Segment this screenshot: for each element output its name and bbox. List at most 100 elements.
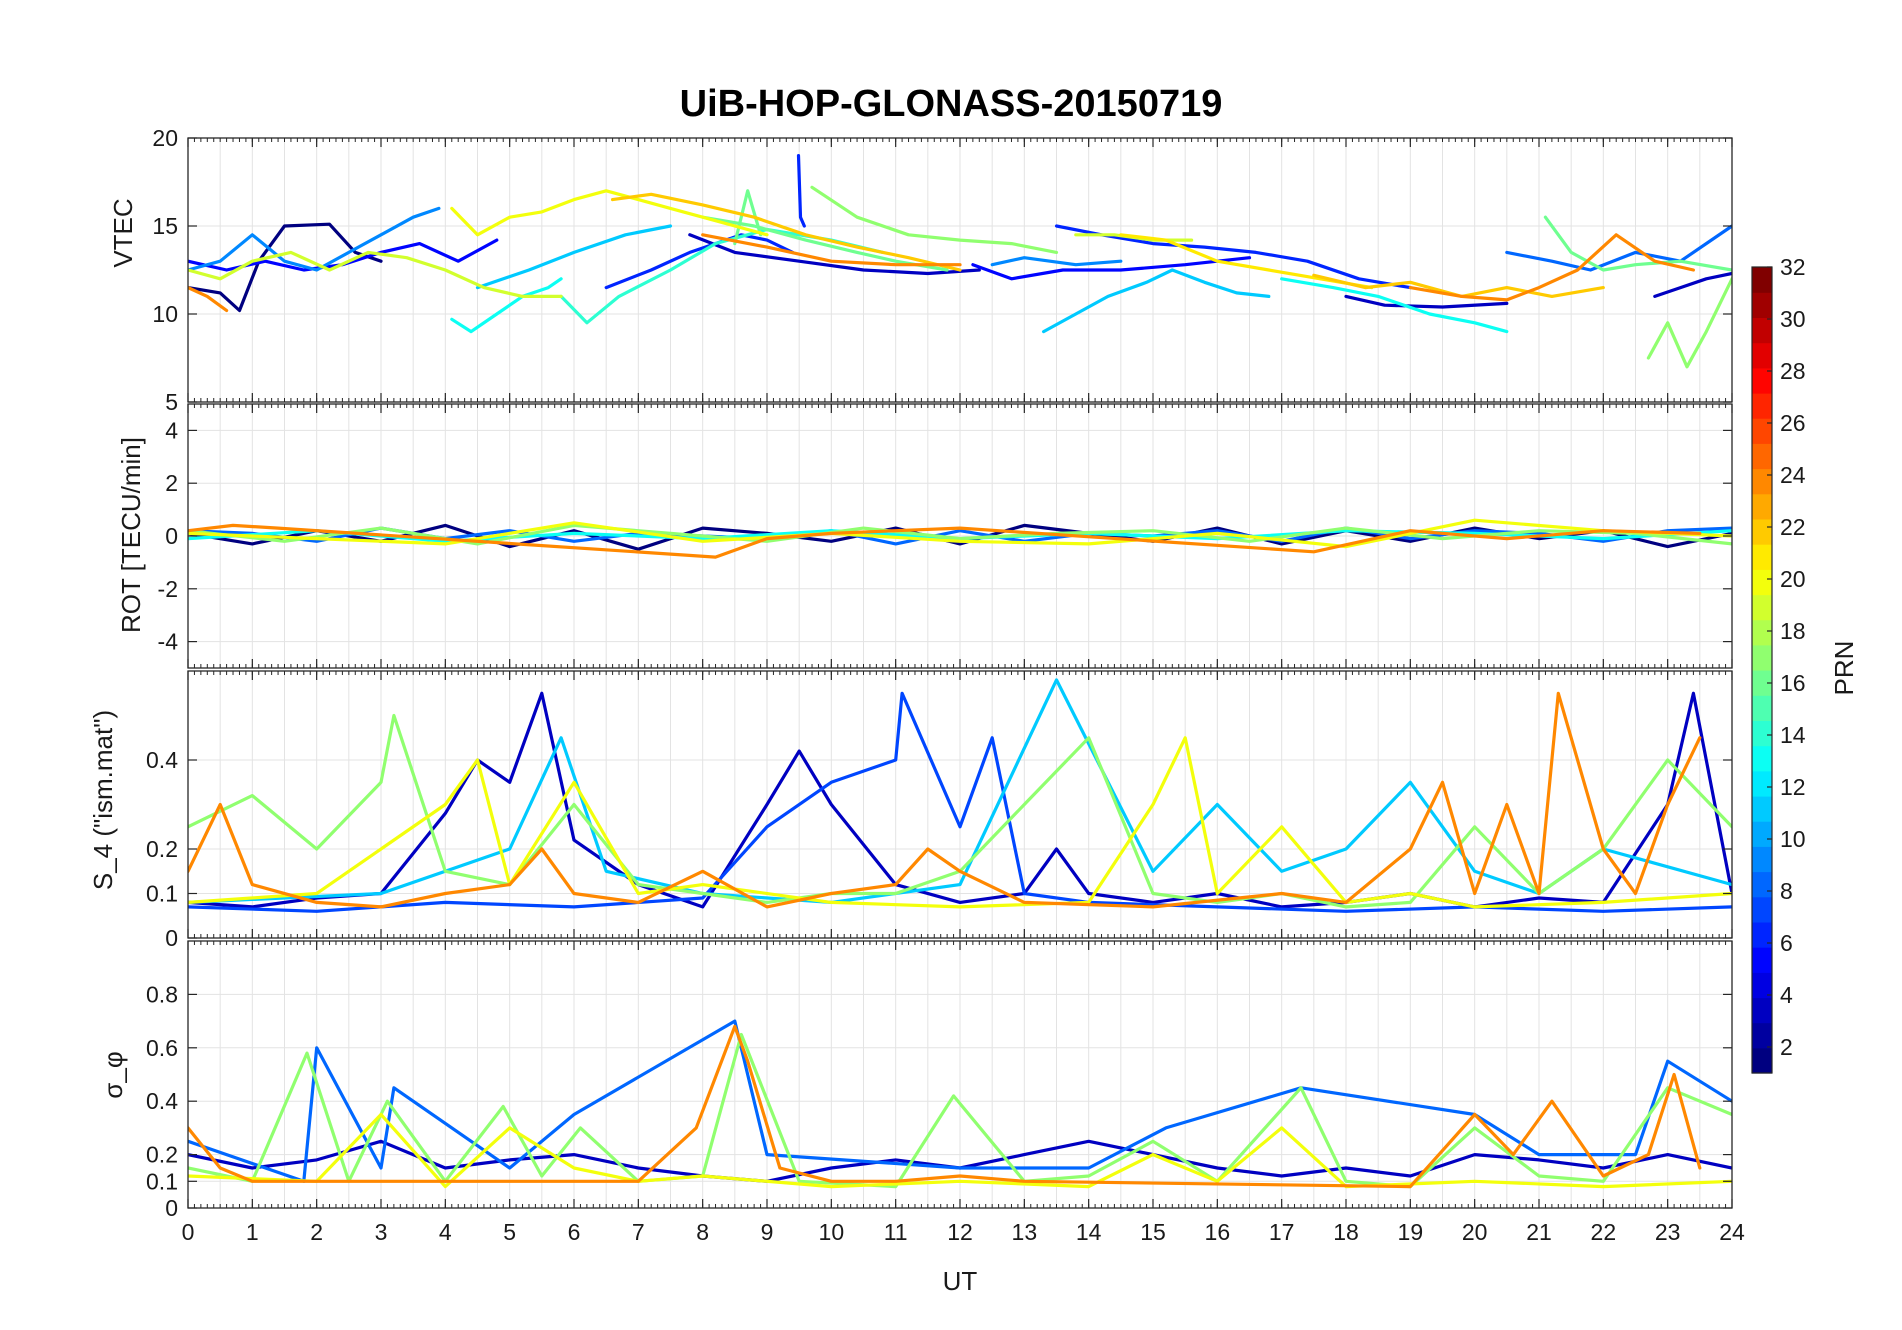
vtec-series-prn-9 [188,206,441,272]
colorbar-segment [1752,795,1772,822]
vtec-y-tick-label: 15 [152,213,178,239]
x-axis-label: UT [943,1266,978,1296]
colorbar-label: PRN [1829,641,1859,696]
sigma-phi-series [188,1019,1732,1189]
vtec-series-prn-22 [610,192,962,272]
colorbar-segment [1752,443,1772,470]
s4-traces [188,678,1732,913]
x-tick-label: 16 [1205,1219,1231,1245]
colorbar-segment [1752,770,1772,797]
colorbar-segment [1752,367,1772,394]
x-tick-label: 4 [439,1219,452,1245]
vtec-series-prn-9 [990,256,1123,267]
x-tick-label: 10 [819,1219,845,1245]
x-tick-label: 2 [310,1219,323,1245]
x-tick-label: 19 [1398,1219,1424,1245]
s4-series [188,678,1732,913]
vtec-series-prn-13 [450,277,563,334]
vtec-y-tick-label: 5 [165,389,178,415]
sigma-phi-y-tick-label: 0.6 [146,1035,178,1061]
colorbar-tick-label: 26 [1780,410,1806,436]
sigma-phi-y-tick-label: 0.8 [146,981,178,1007]
sigma-phi-y-tick-label: 0 [165,1195,178,1221]
vtec-series-prn-17 [1646,277,1732,369]
figure-title: UiB-HOP-GLONASS-20150719 [680,83,1223,125]
colorbar-tick-label: 30 [1780,306,1806,332]
sigma-phi-series-prn-24 [188,1024,1702,1189]
colorbar-segment [1752,1047,1772,1074]
x-tick-label: 8 [696,1219,709,1245]
colorbar-segment [1752,947,1772,973]
colorbar-tick-label: 18 [1780,618,1806,644]
s4-y-tick-label: 0.4 [146,747,178,773]
rot-axes: -4 -2 0 2 4 [158,403,1733,669]
colorbar-tick-label: 14 [1780,722,1806,748]
colorbar-segment [1752,644,1772,671]
x-tick-label: 23 [1655,1219,1681,1245]
s4-y-tick-label: 0.1 [146,881,178,907]
vtec-series [188,154,1732,369]
x-tick-label: 17 [1269,1219,1295,1245]
s4-series-prn-20 [188,736,1732,909]
colorbar-segment [1752,821,1772,847]
colorbar-segment [1752,896,1772,923]
vtec-series-prn-24 [188,286,229,313]
x-tick-label: 5 [503,1219,516,1245]
colorbar-segment [1752,921,1772,948]
sigma-phi-panel: 00.10.20.40.60.80 1 2 3 4 5 6 7 8 9 10 11 12 13 14 15 16… [98,940,1745,1296]
x-tick-label: 20 [1462,1219,1488,1245]
colorbar-tick-label: 22 [1780,514,1806,540]
vtec-series-prn-8 [1505,224,1732,272]
x-tick-label: 3 [375,1219,388,1245]
s4-y-tick-label: 0.2 [146,836,178,862]
colorbar-tick-label: 10 [1780,826,1806,852]
x-tick-label: 0 [182,1219,195,1245]
vtec-series-prn-3 [1344,294,1509,309]
vtec-panel: 5 10 15 20 VTEC [108,125,1733,415]
rot-series-prn-20 [188,518,1732,549]
vtec-series-prn-24 [701,233,962,267]
x-tick-label: 24 [1719,1219,1745,1245]
colorbar-tick-label: 24 [1780,462,1806,488]
rot-series-prn-24 [188,523,1702,559]
colorbar-segment [1752,871,1772,898]
x-tick-label: 18 [1333,1219,1359,1245]
s4-series-prn-17 [188,713,1732,909]
vtec-y-tick-label: 10 [152,301,178,327]
rot-y-tick-label: -4 [158,629,179,655]
x-tick-label: 13 [1012,1219,1038,1245]
vtec-series-prn-13 [1280,277,1509,334]
sigma-phi-y-tick-label: 0.2 [146,1142,178,1168]
vtec-series-prn-20 [450,189,769,237]
vtec-series-prn-11 [1041,268,1271,334]
x-tick-label: 1 [246,1219,259,1245]
rot-y-tick-label: 2 [165,470,178,496]
sigma-phi-series-prn-17 [188,1032,1732,1189]
vtec-series-prn-16 [701,215,949,272]
colorbar-segment [1752,846,1772,873]
colorbar-segment [1752,317,1772,344]
colorbar-tick-label: 2 [1780,1034,1793,1060]
colorbar-segment [1752,418,1772,444]
rot-traces [188,518,1732,559]
colorbar-segment [1752,342,1772,369]
x-tick-label: 22 [1591,1219,1617,1245]
vtec-series-prn-17 [810,185,1059,254]
colorbar-segment [1752,1022,1772,1049]
x-tick-label: 11 [884,1219,908,1245]
rot-y-tick-label: 0 [165,523,178,549]
colorbar-segment [1752,745,1772,772]
x-tick-label: 15 [1140,1219,1166,1245]
sigma-phi-series-prn-8 [188,1019,1732,1183]
sigma-phi-axes: 00.10.20.40.60.80 1 2 3 4 5 6 7 8 9 10 11 12 13 14 15 16… [146,940,1745,1245]
colorbar-segment [1752,695,1772,721]
colorbar-segment [1752,619,1772,646]
colorbar-segment [1752,544,1772,570]
s4-y-tick-label: 0 [165,925,178,951]
colorbar-tick-label: 20 [1780,566,1806,592]
vtec-traces [188,154,1732,369]
colorbar-tick-label: 16 [1780,670,1806,696]
rot-panel: -4 -2 0 2 4 ROT [TECU/min] [116,403,1733,669]
